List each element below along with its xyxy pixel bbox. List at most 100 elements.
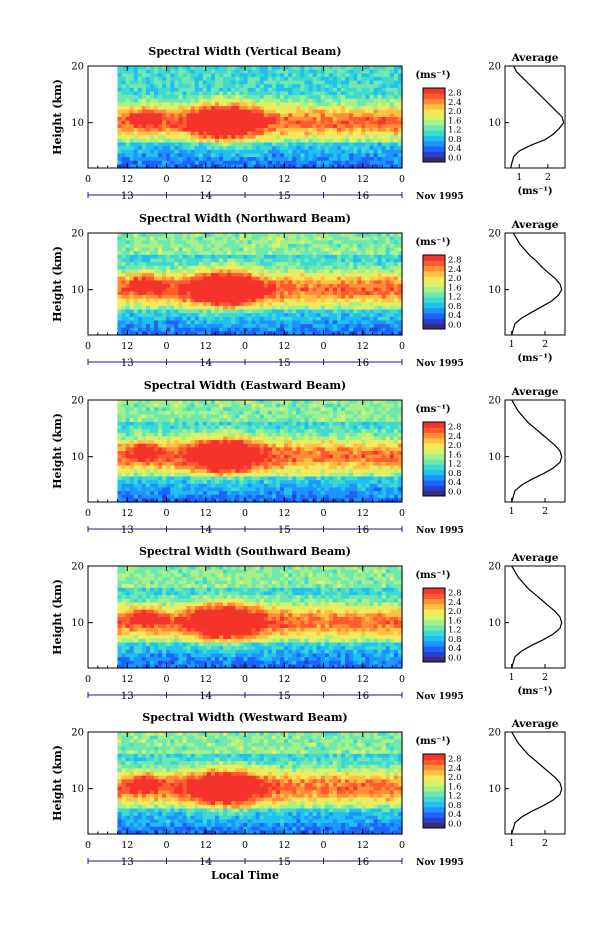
heatmap-cell xyxy=(137,491,143,496)
heatmap-cell xyxy=(210,305,216,311)
heatmap-cell xyxy=(377,294,383,300)
heatmap-cell xyxy=(284,113,289,118)
heatmap-cell xyxy=(174,309,180,314)
heatmap-cell xyxy=(284,324,289,329)
heatmap-cell xyxy=(141,124,147,129)
heatmap-cell xyxy=(145,254,151,260)
heatmap-cell xyxy=(288,98,293,104)
heatmap-cell xyxy=(145,429,151,434)
heatmap-cell xyxy=(158,487,163,492)
heatmap-cell xyxy=(117,84,123,89)
heatmap-cell xyxy=(284,106,289,111)
heatmap-cell xyxy=(267,316,273,322)
heatmap-cell xyxy=(210,164,216,169)
heatmap-cell xyxy=(202,233,208,238)
heatmap-cell xyxy=(377,73,383,78)
heatmap-cell xyxy=(125,98,131,104)
heatmap-cell xyxy=(186,69,192,74)
heatmap-cell xyxy=(219,109,224,114)
heatmap-cell xyxy=(377,138,383,144)
heatmap-cell xyxy=(170,254,175,260)
heatmap-cell xyxy=(304,131,310,136)
heatmap-cell xyxy=(186,287,192,292)
heatmap-cell xyxy=(117,298,123,303)
heatmap-cell xyxy=(154,66,159,71)
heatmap-cell xyxy=(389,240,395,245)
heatmap-cell xyxy=(328,120,334,125)
heatmap-cell xyxy=(210,491,216,496)
heatmap-cell xyxy=(336,273,342,278)
heatmap-cell xyxy=(284,131,289,136)
heatmap-cell xyxy=(292,84,297,89)
heatmap-cell xyxy=(182,440,188,445)
heatmap-cell xyxy=(129,243,135,249)
heatmap-cell xyxy=(227,305,232,311)
heatmap-cell xyxy=(117,102,123,107)
heatmap-cell xyxy=(332,324,338,329)
heatmap-cell xyxy=(349,233,354,238)
heatmap-cell xyxy=(377,265,383,271)
heatmap-cell xyxy=(141,324,147,329)
heatmap-cell xyxy=(198,436,204,441)
heatmap-cell xyxy=(284,124,289,129)
heatmap-cell xyxy=(377,324,383,329)
heatmap-cell xyxy=(117,443,123,448)
heatmap-cell xyxy=(149,269,155,274)
heatmap-cell xyxy=(373,273,379,278)
heatmap-cell xyxy=(332,127,338,133)
heatmap-cell xyxy=(296,106,301,111)
heatmap-cell xyxy=(178,240,184,245)
heatmap-cell xyxy=(393,157,399,162)
heatmap-cell xyxy=(141,451,147,456)
heatmap-cell xyxy=(381,320,387,325)
heatmap-cell xyxy=(397,146,403,151)
heatmap-cell xyxy=(117,454,123,459)
heatmap-cell xyxy=(263,91,269,96)
heatmap-cell xyxy=(162,287,167,292)
heatmap-cell xyxy=(255,287,261,292)
heatmap-cell xyxy=(219,265,224,271)
heatmap-cell xyxy=(117,146,123,151)
heatmap-cell xyxy=(316,157,322,162)
heatmap-cell xyxy=(328,294,334,300)
heatmap-cell xyxy=(190,243,196,249)
heatmap-cell xyxy=(170,429,175,434)
heatmap-cell xyxy=(145,498,151,503)
heatmap-cell xyxy=(227,91,232,96)
heatmap-cell xyxy=(170,294,175,300)
heatmap-cell xyxy=(117,142,123,147)
heatmap-cell xyxy=(373,327,379,332)
heatmap-cell xyxy=(137,153,143,158)
heatmap-cell xyxy=(166,447,171,452)
heatmap-cell xyxy=(141,309,147,314)
heatmap-cell xyxy=(133,284,139,289)
heatmap-cell xyxy=(170,117,175,122)
heatmap-cell xyxy=(308,291,314,296)
heatmap-cell xyxy=(373,120,379,125)
heatmap-cell xyxy=(397,291,403,296)
heatmap-cell xyxy=(284,98,289,104)
heatmap-cell xyxy=(280,254,285,260)
heatmap-cell xyxy=(133,320,139,325)
heatmap-cell xyxy=(284,284,289,289)
heatmap-cell xyxy=(397,135,403,140)
heatmap-cell xyxy=(182,498,188,503)
heatmap-cell xyxy=(174,146,180,151)
heatmap-cell xyxy=(190,106,196,111)
heatmap-cell xyxy=(320,298,326,303)
heatmap-cell xyxy=(284,331,289,336)
heatmap-cell xyxy=(219,146,224,151)
heatmap-cell xyxy=(125,233,131,238)
heatmap-cell xyxy=(328,135,334,140)
heatmap-cell xyxy=(133,436,139,441)
heatmap-cell xyxy=(227,120,232,125)
day-label: 14 xyxy=(199,191,212,202)
heatmap-cell xyxy=(198,80,204,85)
heatmap-cell xyxy=(308,106,314,111)
heatmap-cell xyxy=(190,258,196,263)
heatmap-cell xyxy=(215,458,220,463)
heatmap-cell xyxy=(145,157,151,162)
heatmap-cell xyxy=(141,421,147,427)
heatmap-cell xyxy=(129,458,135,463)
heatmap-cell xyxy=(397,157,403,162)
